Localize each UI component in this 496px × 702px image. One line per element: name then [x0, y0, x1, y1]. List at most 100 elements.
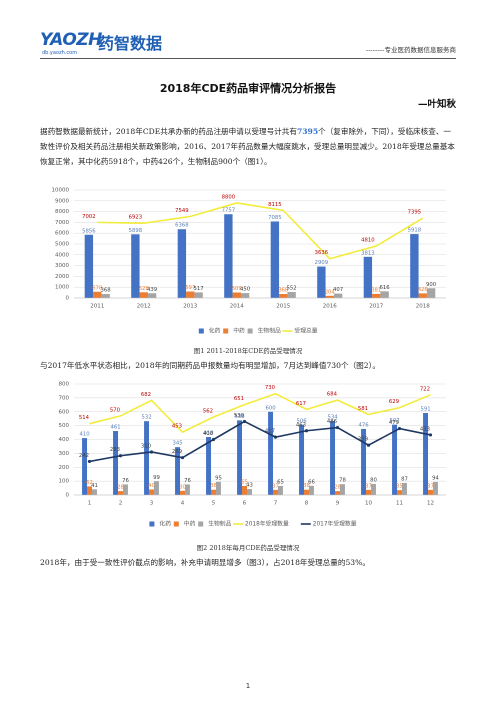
data-label: 28: [334, 485, 341, 491]
x-tick-label: 2015: [276, 304, 290, 310]
bar: [87, 486, 92, 495]
logo-cn: 药智数据: [98, 34, 163, 53]
y-tick-label: 0: [66, 493, 70, 499]
bar: [122, 484, 128, 495]
y-tick-label: 6000: [55, 231, 69, 237]
bar: [268, 411, 274, 495]
marker: [304, 429, 309, 433]
data-label: 581: [358, 406, 368, 412]
bar: [131, 234, 140, 298]
bar: [184, 484, 190, 495]
bar: [180, 490, 185, 495]
data-label: 407: [333, 287, 343, 293]
highlight: 7395: [296, 127, 319, 136]
caption: 图1 2011-2018年CDE药品受理情况: [193, 347, 303, 355]
bar: [279, 294, 288, 298]
data-label: 76: [184, 478, 191, 484]
marker: [273, 435, 278, 439]
data-label: 479: [389, 420, 399, 426]
x-tick-label: 2017: [369, 304, 383, 310]
bar: [325, 295, 334, 298]
y-tick-label: 500: [59, 423, 70, 429]
line: [97, 202, 424, 260]
y-tick-label: 3000: [55, 263, 69, 269]
data-label: 410: [79, 432, 90, 438]
x-tick-label: 9: [336, 501, 340, 507]
bar: [397, 490, 402, 495]
y-tick-label: 2000: [55, 274, 69, 280]
bar: [335, 491, 340, 495]
legend-label: 化药: [159, 520, 171, 528]
bar: [242, 485, 247, 495]
data-label: 242: [79, 453, 89, 459]
data-label: 78: [339, 478, 346, 484]
data-label: 381: [371, 287, 381, 293]
author: —叶知秋: [417, 99, 456, 110]
legend-swatch: [223, 328, 229, 334]
paragraph: 2018年，由于受一致性评价截点的影响，补充申请明显增多（图3），占2018年受…: [40, 555, 458, 570]
data-label: 99: [153, 475, 160, 481]
data-label: 538: [234, 414, 245, 420]
x-tick-label: 6: [243, 501, 247, 507]
data-label: 461: [110, 425, 120, 431]
data-label: 6368: [175, 223, 189, 229]
y-tick-label: 400: [59, 437, 70, 443]
legend-label: 中药: [233, 327, 245, 335]
data-label: 651: [234, 396, 244, 402]
line: [89, 392, 431, 434]
data-label: 368: [278, 288, 289, 294]
bar: [186, 291, 195, 298]
paragraph: 与2017年低水平状态相比，2018年的同期药品申报数量均有明显增加，7月达到峰…: [40, 358, 458, 373]
bar: [139, 292, 148, 298]
data-label: 40: [148, 483, 155, 489]
x-tick-label: 5: [212, 501, 216, 507]
data-label: 552: [287, 286, 297, 292]
data-label: 900: [426, 282, 437, 288]
legend-label: 化药: [209, 327, 221, 335]
data-label: 476: [358, 422, 369, 428]
legend-swatch: [247, 328, 253, 334]
y-tick-label: 4000: [55, 252, 69, 258]
data-label: 8115: [268, 202, 281, 208]
data-label: 30: [179, 484, 186, 490]
text: 个（复审除外，下同），受临床核查、一致性评价及相关药品注册相关新政策影响，201…: [40, 127, 455, 166]
paragraph: 据药智数据最新统计，2018年CDE共承办新的药品注册申请以受理号计共有7395…: [40, 124, 458, 169]
y-tick-label: 300: [59, 451, 70, 457]
data-label: 37: [427, 483, 434, 489]
data-label: 562: [203, 409, 213, 415]
bar: [232, 292, 241, 298]
data-label: 62: [86, 480, 93, 486]
text: 2018年，由于受一致性评价截点的影响，补充申请明显增多（图3），占2018年受…: [40, 558, 370, 567]
logo-sub: db.yaozh.com: [42, 50, 78, 56]
bar: [147, 293, 157, 298]
marker: [149, 450, 154, 454]
legend-label: 生物制品: [208, 520, 231, 528]
data-label: 591: [420, 406, 430, 412]
data-label: 617: [296, 401, 306, 407]
bar: [153, 481, 159, 495]
bar: [423, 412, 429, 495]
data-label: 426: [418, 287, 429, 293]
data-label: 418: [203, 431, 214, 437]
x-tick-label: 2013: [183, 304, 197, 310]
data-label: 65: [277, 479, 284, 485]
data-label: 41: [91, 483, 98, 489]
line: [89, 420, 431, 463]
x-tick-label: 7: [274, 501, 278, 507]
x-tick-label: 2012: [137, 304, 151, 310]
bar: [175, 447, 181, 495]
data-label: 514: [79, 415, 90, 421]
data-label: 7757: [222, 208, 235, 214]
text: 与2017年低水平状态相比，2018年的同期药品申报数量均有明显增加，7月达到峰…: [40, 361, 380, 370]
header-rule: [40, 58, 456, 59]
bar: [330, 420, 336, 495]
data-label: 532: [141, 415, 151, 421]
data-label: 94: [432, 475, 439, 481]
marker: [180, 456, 185, 460]
bar: [91, 489, 97, 495]
bar: [101, 294, 110, 298]
data-label: 4810: [361, 238, 375, 244]
legend-label: 2018年受理数量: [245, 520, 289, 528]
